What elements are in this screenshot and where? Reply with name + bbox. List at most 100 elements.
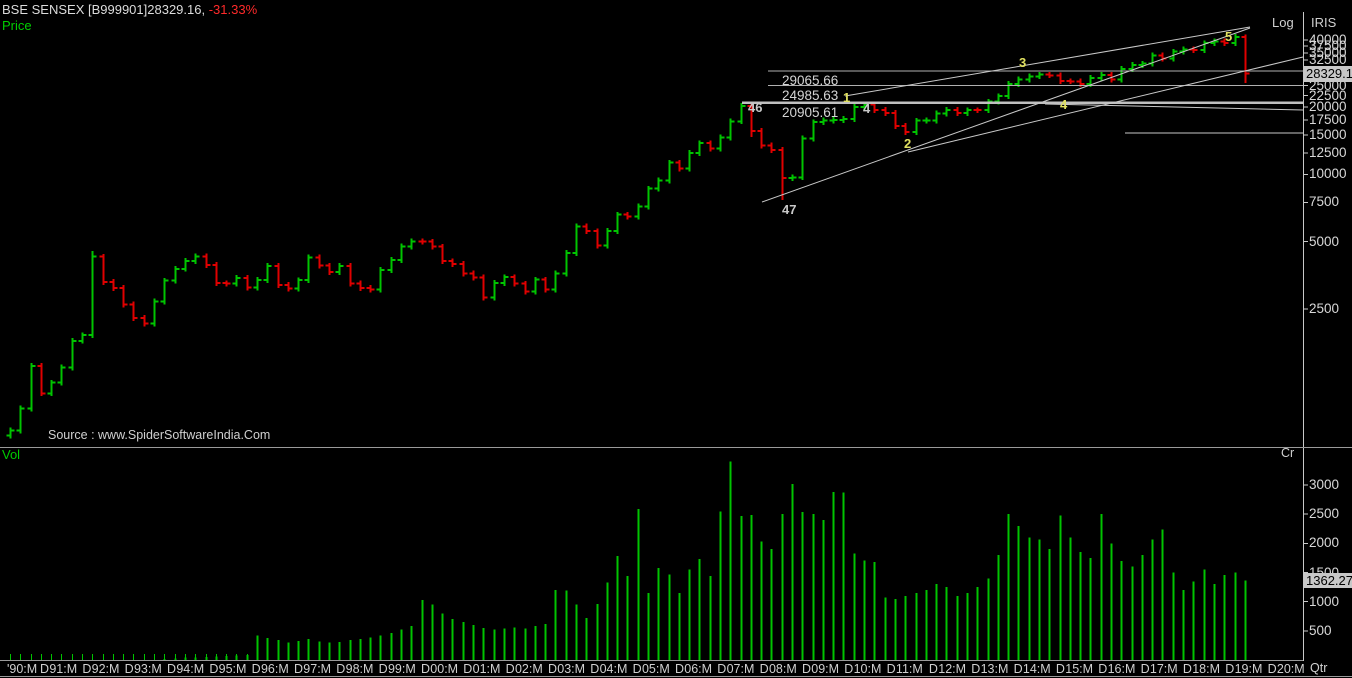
ohlc-bar bbox=[1097, 72, 1106, 81]
ohlc-bar bbox=[78, 332, 87, 344]
ohlc-bar bbox=[253, 277, 262, 291]
trendline[interactable] bbox=[907, 56, 1304, 153]
x-axis-year-label: 94:M bbox=[176, 662, 205, 676]
current-price-badge: 28329.1 bbox=[1304, 66, 1352, 82]
ohlc-bar bbox=[1045, 71, 1054, 79]
ohlc-bar bbox=[212, 262, 221, 287]
ohlc-bar bbox=[881, 107, 890, 116]
ohlc-bar bbox=[541, 276, 550, 293]
price-tick-label: 32500 bbox=[1309, 52, 1347, 68]
ohlc-bar bbox=[469, 270, 478, 281]
ohlc-bar bbox=[623, 211, 632, 220]
x-axis-year-label: 15:M bbox=[1065, 662, 1094, 676]
ohlc-bar bbox=[953, 107, 962, 116]
ohlc-bar bbox=[582, 223, 591, 235]
x-axis-separator-label: D bbox=[166, 662, 177, 676]
x-axis-separator-label: D bbox=[674, 662, 684, 676]
ohlc-bar bbox=[901, 123, 910, 136]
x-axis-separator-label: D bbox=[463, 662, 473, 676]
source-watermark: Source : www.SpiderSoftwareIndia.Com bbox=[48, 428, 271, 442]
x-axis-year-label: 04:M bbox=[599, 662, 628, 676]
ohlc-bar bbox=[788, 174, 797, 181]
x-axis-separator-label: D bbox=[124, 662, 134, 676]
x-axis-year-label: 20:M bbox=[1276, 662, 1305, 676]
ohlc-bar bbox=[562, 250, 571, 277]
x-axis-year-label: 98:M bbox=[345, 662, 374, 676]
ohlc-bar bbox=[922, 117, 931, 124]
x-axis-separator-label: D bbox=[293, 662, 303, 676]
ohlc-bar bbox=[726, 118, 735, 141]
wave-label: 46 bbox=[748, 100, 763, 115]
ohlc-bar bbox=[479, 274, 488, 301]
ohlc-bar bbox=[757, 128, 766, 149]
trendline[interactable] bbox=[844, 26, 1251, 97]
x-axis-separator-label: D bbox=[928, 662, 938, 676]
trendline[interactable] bbox=[761, 27, 1251, 203]
ohlc-bar bbox=[500, 274, 509, 286]
ohlc-bar bbox=[850, 103, 859, 122]
wave-label: 47 bbox=[782, 202, 797, 217]
ohlc-bar bbox=[912, 117, 921, 136]
price-tick-label: 5000 bbox=[1309, 233, 1340, 249]
price-pane-label: Price bbox=[2, 18, 32, 33]
ohlc-bar bbox=[932, 110, 941, 124]
x-axis-year-label: '90:M bbox=[7, 662, 38, 676]
level-value-label: 29065.66 bbox=[782, 72, 839, 88]
ohlc-bar bbox=[984, 98, 993, 114]
ohlc-bar bbox=[6, 427, 15, 439]
x-axis-separator-label: D bbox=[801, 662, 811, 676]
ohlc-bar bbox=[438, 243, 447, 265]
x-axis-year-label: 19:M bbox=[1234, 662, 1263, 676]
x-axis-separator-label: D bbox=[759, 662, 769, 676]
price-tick-label: 10000 bbox=[1309, 166, 1347, 182]
ohlc-bar bbox=[418, 238, 427, 245]
ohlc-bar bbox=[942, 107, 951, 117]
trendline[interactable] bbox=[1044, 103, 1304, 111]
ohlc-bar bbox=[767, 142, 776, 153]
price-tick-label: 40000 bbox=[1309, 31, 1347, 47]
price-tick-label: 17500 bbox=[1309, 112, 1347, 128]
ohlc-bar bbox=[325, 262, 334, 275]
ohlc-bar bbox=[68, 337, 77, 371]
x-axis-separator-label: D bbox=[336, 662, 346, 676]
price-tick-label: 35000 bbox=[1309, 44, 1347, 60]
periodicity-label: Qtr bbox=[1310, 661, 1328, 675]
ohlc-bar bbox=[891, 110, 900, 129]
ohlc-bar bbox=[716, 134, 725, 152]
volume-tick-label: 2000 bbox=[1309, 535, 1340, 551]
ohlc-bar bbox=[428, 238, 437, 250]
ohlc-bar bbox=[356, 280, 365, 291]
ohlc-bar bbox=[304, 254, 313, 284]
ohlc-bar bbox=[1241, 34, 1250, 84]
wave-label: 4 bbox=[863, 101, 871, 116]
ohlc-bar bbox=[1056, 72, 1065, 85]
ohlc-bar bbox=[685, 150, 694, 172]
ohlc-bar bbox=[16, 405, 25, 434]
x-axis-year-label: 02:M bbox=[514, 662, 543, 676]
ohlc-bar bbox=[531, 276, 540, 295]
ohlc-bar bbox=[1066, 78, 1075, 85]
ohlc-bar bbox=[284, 282, 293, 292]
ohlc-bar bbox=[202, 253, 211, 268]
wave-label: 5 bbox=[1225, 29, 1233, 44]
wave-label: 4 bbox=[1060, 97, 1068, 112]
x-axis-separator-label: D bbox=[1140, 662, 1150, 676]
ohlc-bar bbox=[376, 267, 385, 293]
ohlc-bar bbox=[335, 263, 344, 275]
ohlc-bar bbox=[798, 135, 807, 181]
ohlc-bar bbox=[829, 117, 838, 124]
volume-tick-label: 2500 bbox=[1309, 506, 1340, 522]
ohlc-bar bbox=[634, 203, 643, 220]
ohlc-bar bbox=[47, 379, 56, 397]
ohlc-bar bbox=[109, 279, 118, 291]
wave-label: 2 bbox=[904, 136, 912, 151]
ohlc-bar bbox=[839, 116, 848, 123]
x-axis-separator-label: D bbox=[590, 662, 600, 676]
ohlc-bar bbox=[181, 258, 190, 272]
price-tick-label: 12500 bbox=[1309, 144, 1347, 160]
x-axis-year-label: 93:M bbox=[133, 662, 162, 676]
header-line: BSE SENSEX [B999901]28329.16, -31.33% bbox=[2, 2, 257, 17]
x-axis-year-label: 13:M bbox=[980, 662, 1009, 676]
log-scale-toggle[interactable]: Log bbox=[1272, 15, 1294, 30]
